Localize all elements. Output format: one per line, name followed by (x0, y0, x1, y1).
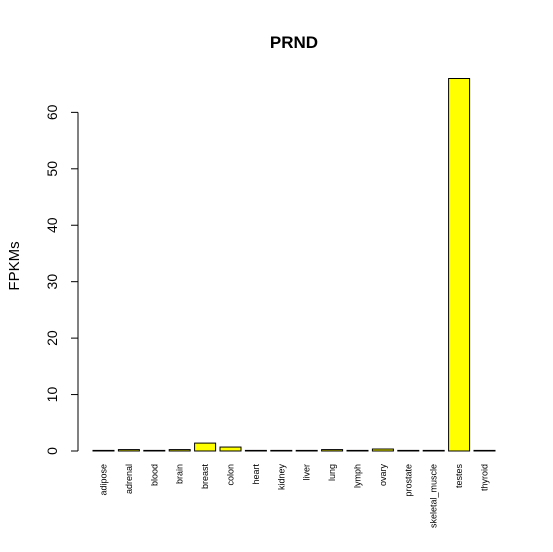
bar-lung (321, 449, 344, 452)
bar-breast (194, 442, 217, 452)
bar-adipose (92, 449, 115, 452)
chart-title: PRND (270, 33, 318, 52)
y-tick-label: 40 (44, 217, 60, 233)
bar-prostate (397, 449, 420, 452)
x-tick-label-colon: colon (226, 464, 236, 486)
x-tick-label-lung: lung (327, 464, 337, 481)
x-tick-label-kidney: kidney (276, 464, 286, 491)
bar-colon (219, 446, 242, 452)
y-tick-label: 10 (44, 387, 60, 403)
bars-group (92, 78, 496, 452)
y-tick-label: 20 (44, 330, 60, 346)
x-tick-label-ovary: ovary (378, 464, 388, 487)
y-tick-label: 50 (44, 161, 60, 177)
x-tick-label-brain: brain (175, 464, 185, 484)
x-tick-label-lymph: lymph (353, 464, 363, 488)
x-tick-labels: adipose adrenal blood brain breast colon heart… (99, 464, 490, 529)
x-tick-label-adipose: adipose (99, 464, 109, 496)
bar-thyroid (473, 449, 496, 452)
bar-brain (168, 449, 191, 452)
x-tick-label-skeletal_muscle: skeletal_muscle (429, 464, 439, 528)
bar-lymph (346, 449, 369, 452)
y-axis: 0 10 20 30 40 50 60 (44, 104, 79, 455)
x-tick-label-blood: blood (149, 464, 159, 486)
y-tick-label: 30 (44, 274, 60, 290)
x-tick-label-prostate: prostate (403, 464, 413, 497)
bar-heart (244, 449, 267, 452)
y-axis-label: FPKMs (6, 241, 23, 290)
bar-adrenal (117, 449, 140, 452)
x-tick-label-heart: heart (251, 464, 261, 485)
y-tick-label: 0 (44, 447, 60, 455)
bar-blood (143, 449, 166, 452)
bar-skeletal_muscle (422, 449, 445, 452)
x-tick-label-breast: breast (200, 464, 210, 490)
bar-ovary (371, 448, 394, 452)
x-tick-label-adrenal: adrenal (124, 464, 134, 494)
bar-kidney (270, 449, 293, 452)
x-tick-label-testes: testes (454, 464, 464, 489)
bar-liver (295, 449, 318, 452)
bar-testes (448, 78, 471, 452)
x-tick-label-thyroid: thyroid (480, 464, 490, 491)
x-tick-label-liver: liver (302, 464, 312, 481)
y-tick-label: 60 (44, 104, 60, 120)
